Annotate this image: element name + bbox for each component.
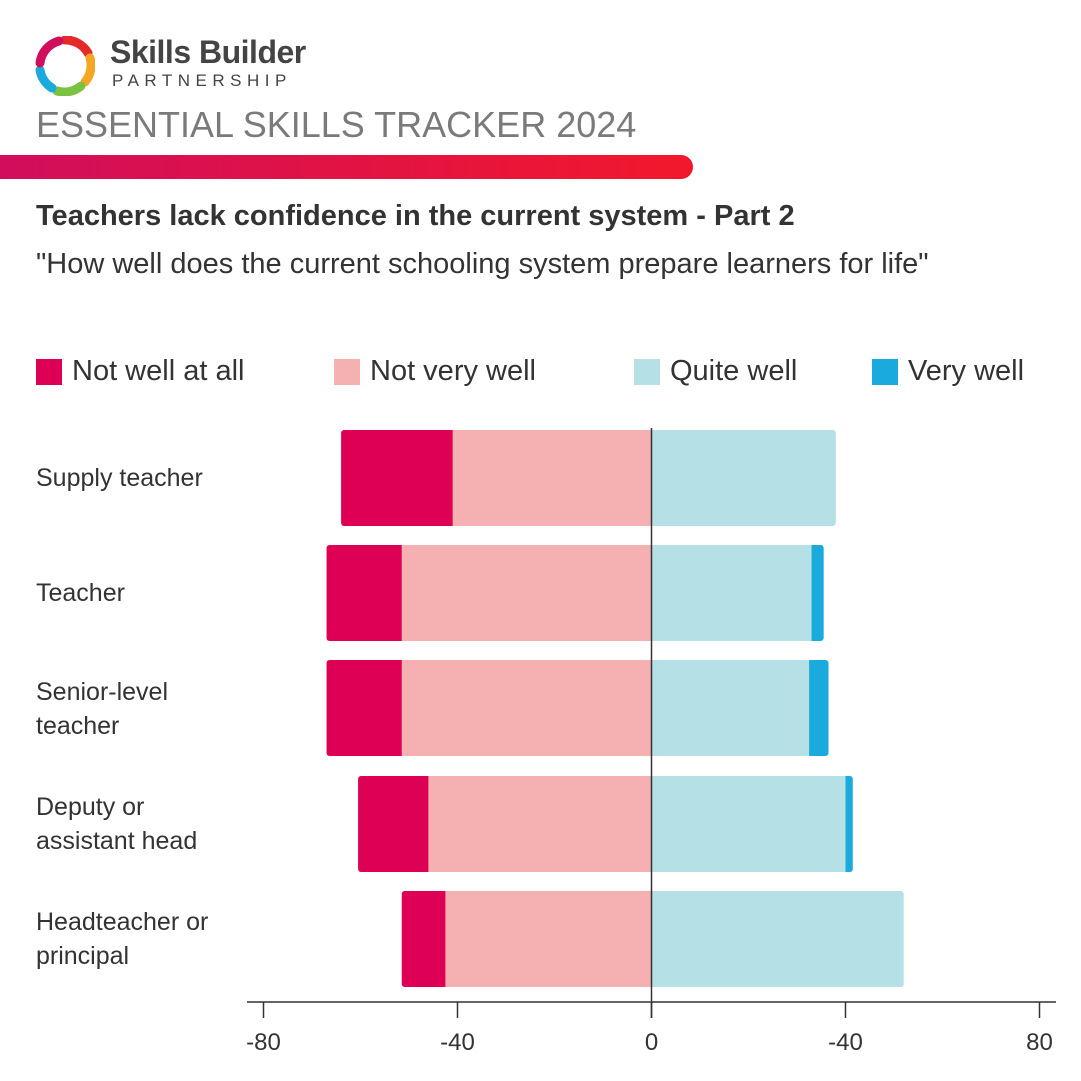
bar-senior-level-teacher-quite-well <box>651 660 810 756</box>
bar-deputy-or-assistant-head-quite-well <box>651 776 846 872</box>
legend-label: Not well at all <box>72 355 245 387</box>
x-tick-label: 80 <box>1026 1029 1053 1056</box>
legend-item-very-well: Very well <box>872 355 1024 388</box>
legend-item-quite-well: Quite well <box>634 355 797 388</box>
chart-subtitle: "How well does the current schooling sys… <box>36 248 929 280</box>
ring-logo-icon <box>35 36 95 96</box>
legend-swatch-not-very-well <box>334 358 360 385</box>
legend-swatch-quite-well <box>634 358 660 385</box>
x-tick-label: -40 <box>828 1029 863 1056</box>
category-label: Deputy or assistant head <box>36 793 198 855</box>
tracker-title: ESSENTIAL SKILLS TRACKER 2024 <box>36 104 637 145</box>
legend-item-not-very-well: Not very well <box>334 355 536 388</box>
bar-senior-level-teacher-not-well-at-all <box>326 660 410 756</box>
chart-legend: Not well at all Not very well Quite well… <box>0 355 1081 395</box>
legend-label: Quite well <box>670 355 798 387</box>
legend-swatch-very-well <box>872 358 898 385</box>
bar-teacher-not-well-at-all <box>326 545 410 641</box>
category-label: Supply teacher <box>36 464 203 492</box>
bar-headteacher-or-principal-not-well-at-all <box>401 891 454 987</box>
bar-headteacher-or-principal-quite-well-edge <box>651 891 658 987</box>
x-tick-label: 0 <box>645 1029 658 1056</box>
accent-bar <box>0 155 693 179</box>
x-tick-label: -40 <box>440 1029 475 1056</box>
bar-deputy-or-assistant-head-not-well-at-all <box>358 776 437 872</box>
bar-supply-teacher-not-very-well <box>452 430 652 526</box>
bar-headteacher-or-principal-quite-well <box>651 891 904 987</box>
bar-teacher-quite-well <box>651 545 812 641</box>
legend-swatch-not-well-at-all <box>36 358 62 385</box>
bar-senior-level-teacher-not-very-well <box>401 660 652 756</box>
x-tick-label: -80 <box>246 1029 281 1056</box>
bar-teacher-not-very-well <box>401 545 652 641</box>
bar-headteacher-or-principal-not-very-well <box>445 891 652 987</box>
legend-label: Not very well <box>370 355 536 387</box>
legend-label: Very well <box>908 355 1025 387</box>
category-label: Teacher <box>36 579 125 607</box>
category-label: Headteacher or principal <box>36 908 209 970</box>
legend-item-not-well-at-all: Not well at all <box>36 355 244 388</box>
category-label: Senior-level teacher <box>36 678 169 740</box>
bar-supply-teacher-quite-well-edge <box>651 430 658 526</box>
brand-name: Skills Builder <box>110 34 306 70</box>
bar-supply-teacher-not-well-at-all <box>341 430 461 526</box>
bar-deputy-or-assistant-head-not-very-well <box>428 776 652 872</box>
bar-supply-teacher-quite-well <box>651 430 836 526</box>
chart-title: Teachers lack confidence in the current … <box>36 200 795 232</box>
brand-subtitle: PARTNERSHIP <box>112 71 292 90</box>
